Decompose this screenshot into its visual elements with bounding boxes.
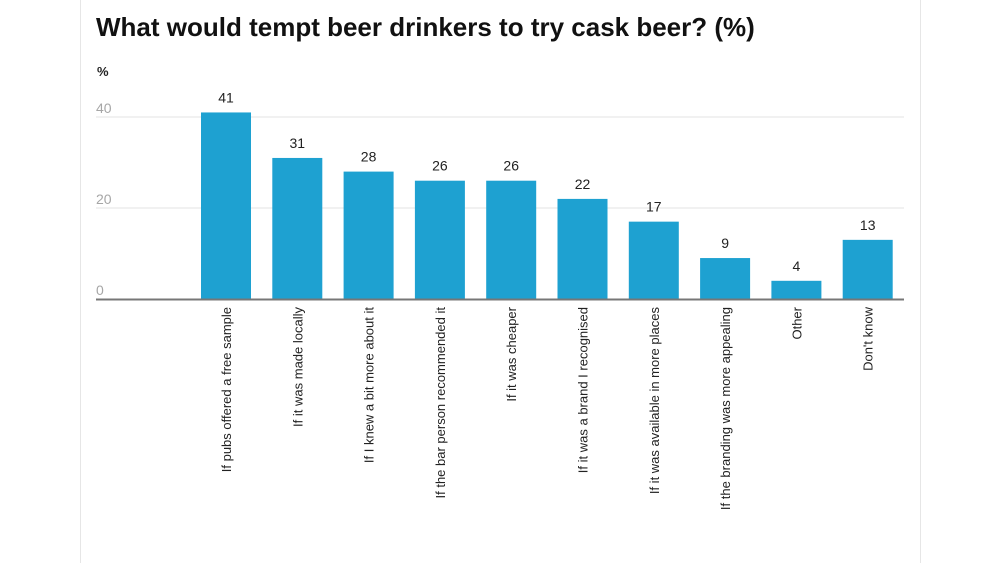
data-label-1: 41 (218, 89, 234, 105)
chart-title: What would tempt beer drinkers to try ca… (96, 12, 755, 42)
bar-4 (414, 180, 465, 299)
bar-2 (272, 157, 323, 299)
bar-6 (557, 198, 608, 299)
bar-5 (486, 180, 537, 299)
bar-9 (771, 280, 822, 299)
data-label-9: 4 (793, 258, 801, 274)
x-tick-label-6: If it was a brand I recognised (576, 307, 591, 473)
data-label-5: 26 (503, 158, 519, 174)
y-axis-ticks: 0 20 40 (96, 100, 112, 298)
x-tick-label-2: If it was made locally (290, 307, 305, 427)
bar-3 (343, 171, 394, 299)
x-tick-label-9: Other (789, 306, 804, 339)
data-label-4: 26 (432, 158, 448, 174)
x-tick-label-5: If it was cheaper (504, 306, 519, 401)
y-tick-label-0: 0 (96, 282, 104, 298)
x-tick-label-7: If it was available in more places (647, 307, 662, 495)
data-label-6: 22 (575, 176, 591, 192)
bars (201, 112, 893, 299)
frame-border-left (80, 0, 81, 563)
data-label-3: 28 (361, 149, 377, 165)
bar-1 (201, 112, 251, 299)
y-tick-label-40: 40 (96, 100, 112, 116)
data-label-8: 9 (721, 235, 729, 251)
x-tick-label-4: If the bar person recommended it (433, 307, 448, 499)
x-tick-label-8: If the branding was more appealing (718, 307, 733, 510)
data-labels: 41 31 28 26 26 22 17 9 4 13 (218, 89, 875, 273)
bar-10 (842, 239, 893, 299)
y-axis-unit-label: % (97, 64, 109, 79)
data-label-2: 31 (290, 135, 306, 151)
y-tick-label-20: 20 (96, 191, 112, 207)
x-tick-label-10: Don't know (861, 306, 876, 371)
data-label-10: 13 (860, 217, 876, 233)
x-axis-category-labels: If pubs offered a free sample If it was m… (219, 306, 876, 510)
frame-border-right (920, 0, 921, 563)
x-tick-label-1: If pubs offered a free sample (219, 307, 234, 472)
bar-7 (628, 221, 679, 299)
x-tick-label-3: If I knew a bit more about it (362, 307, 377, 463)
bar-8 (700, 258, 751, 299)
data-label-7: 17 (646, 199, 662, 215)
